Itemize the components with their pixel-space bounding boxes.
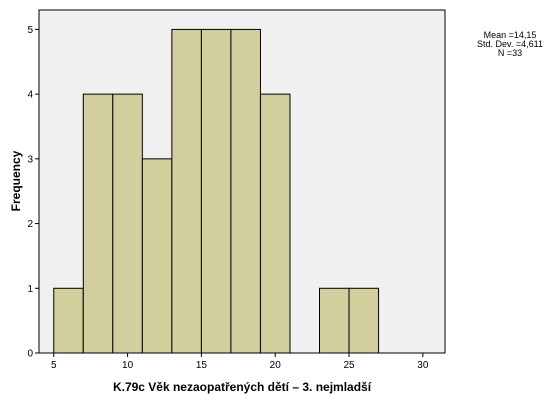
histogram-bar-7 [259,93,291,354]
y-axis: 0 1 2 3 4 5 [27,25,39,360]
x-tick-label-20: 20 [270,360,282,371]
n-stat: N =33 [497,48,523,58]
y-tick-label-3: 3 [27,154,33,165]
histogram-bar-5 [200,28,232,354]
y-tick-label-2: 2 [27,219,33,230]
x-axis-title: K.79c Věk nezaopatřených dětí – 3. nejml… [113,380,372,394]
histogram-bar-6 [230,28,261,354]
y-tick-label-5: 5 [27,25,33,36]
histogram-bar-0 [53,287,84,354]
y-tick-label-0: 0 [27,349,33,360]
y-axis-title: Frequency [9,150,23,211]
y-tick-label-1: 1 [27,284,33,295]
histogram-bar-9 [319,287,350,354]
x-axis: 5 10 15 20 25 30 [51,353,429,371]
histogram-bar-10 [348,287,380,354]
histogram-bar-3 [141,158,173,354]
mean-stat: Mean =14,15 [483,30,537,40]
histogram-bar-4 [171,28,202,354]
x-tick-label-10: 10 [122,360,134,371]
statistics-box: Mean =14,15 Std. Dev. =4,611 N =33 [470,31,550,58]
x-tick-label-5: 5 [51,360,57,371]
bars-group [53,28,380,354]
y-tick-label-4: 4 [27,90,33,101]
x-tick-label-15: 15 [196,360,208,371]
histogram-bar-1 [82,93,114,354]
x-tick-label-25: 25 [343,360,355,371]
x-tick-label-30: 30 [417,360,429,371]
std-dev-stat: Std. Dev. =4,611 [477,39,543,49]
histogram-bar-2 [112,93,143,354]
